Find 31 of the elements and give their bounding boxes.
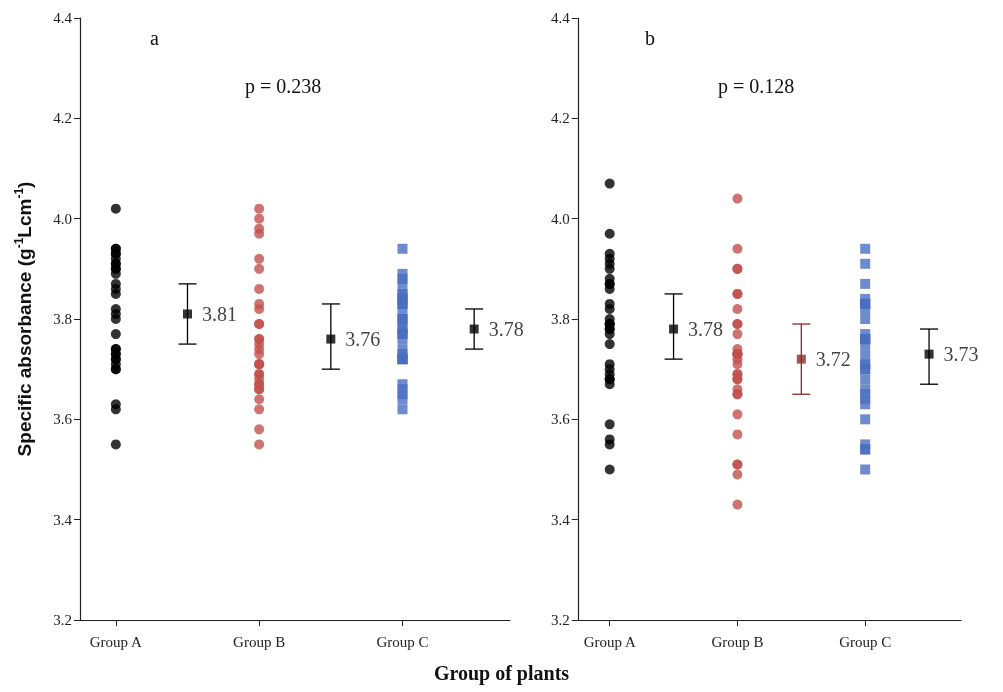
y-tick-label: 4.2 — [551, 110, 570, 127]
y-tick-label: 3.4 — [551, 511, 571, 528]
y-tick-label: 4.4 — [551, 10, 571, 26]
data-label: 3.78 — [688, 318, 724, 341]
y-tick-label: 4.4 — [53, 10, 73, 26]
y-tick-label: 3.2 — [551, 612, 570, 628]
annotation: p = 0.128 — [718, 75, 795, 98]
y-tick-label: 3.2 — [53, 612, 72, 628]
annotation: b — [645, 27, 655, 49]
x-tick-label: Group B — [711, 633, 764, 650]
y-tick-label: 4.0 — [53, 210, 72, 227]
annotation: a — [150, 27, 159, 49]
data-label: 3.73 — [943, 343, 979, 366]
y-tick-label: 3.6 — [53, 411, 73, 428]
y-tick-label: 3.8 — [53, 311, 72, 327]
data-label: 3.72 — [815, 348, 851, 371]
data-label: 3.76 — [345, 328, 381, 351]
data-label: 3.78 — [488, 318, 524, 341]
x-tick-label: Group B — [233, 633, 286, 650]
x-axis-title: Group of plants — [432, 662, 571, 685]
y-tick-label: 3.6 — [551, 411, 571, 428]
y-tick-label: 4.2 — [53, 110, 72, 127]
data-label: 3.81 — [202, 302, 237, 325]
y-tick-label: 3.8 — [551, 311, 570, 327]
annotation: p = 0.238 — [245, 75, 322, 98]
x-tick-label: Group C — [839, 633, 892, 650]
y-tick-label: 4.0 — [551, 210, 570, 227]
x-tick-label: Group A — [89, 633, 143, 650]
x-tick-label: Group A — [583, 633, 636, 650]
x-tick-label: Group C — [376, 633, 429, 650]
y-tick-label: 3.4 — [53, 511, 73, 528]
